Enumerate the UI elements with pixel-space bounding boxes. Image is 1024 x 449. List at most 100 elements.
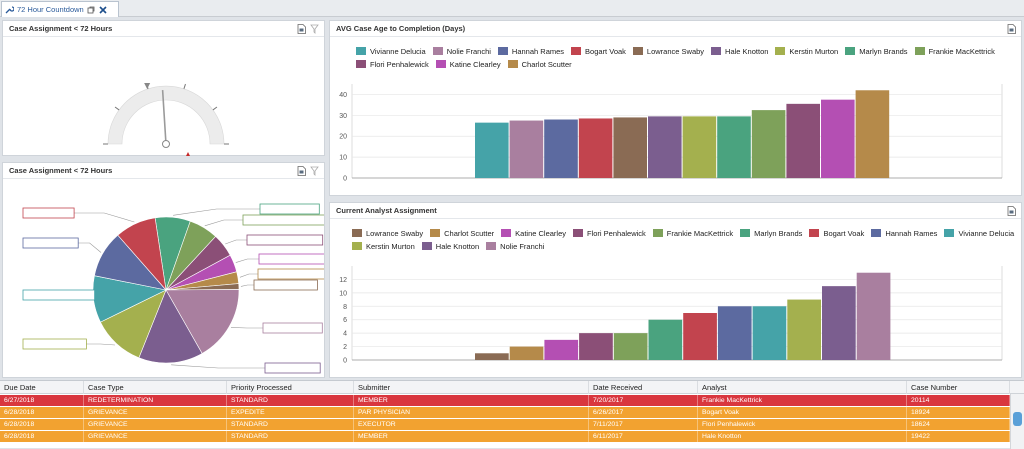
pie-slice-bogart-voak[interactable] [117,217,167,291]
avg-age-legend: Vivianne Delucia Nolie Franchi Hannah Rame… [356,46,1020,69]
column-header-analyst[interactable]: Analyst [698,381,907,394]
bar-frankie-mackettrick[interactable] [613,333,648,360]
scroll-thumb[interactable] [1013,412,1022,426]
filter-icon[interactable] [310,166,319,176]
legend-item-nolie-franchi[interactable]: Nolie Franchi [486,241,544,251]
legend-item-katine-clearley[interactable]: Katine Clearley [501,228,566,238]
gauge-tick [183,83,186,89]
legend-item-bogart-voak[interactable]: Bogart Voak [809,228,864,238]
pie-label-box [262,322,323,334]
legend-swatch [775,47,786,55]
bar-hale-knotton[interactable] [648,116,682,178]
bar-marlyn-brands[interactable] [648,319,683,360]
legend-label: Hannah Rames [885,228,938,238]
legend-swatch [501,229,512,237]
bar-marlyn-brands[interactable] [717,116,751,178]
legend-item-lowrance-swaby[interactable]: Lowrance Swaby [632,46,704,56]
legend-item-marlyn-brands[interactable]: Marlyn Brands [845,46,908,56]
export-icon[interactable] [297,24,306,34]
legend-swatch [497,47,508,55]
pie-leader-line [239,273,258,278]
column-header-priority-processed[interactable]: Priority Processed [227,381,354,394]
close-icon[interactable] [99,5,108,14]
legend-item-lowrance-swaby[interactable]: Lowrance Swaby [352,228,423,238]
column-header-date-received[interactable]: Date Received [589,381,698,394]
legend-item-kerstin-murton[interactable]: Kerstin Murton [775,46,838,56]
bar-vivianne-delucia[interactable] [752,306,787,360]
gauge-band [107,85,225,145]
pie-panel-title: Case Assignment < 72 Hours [9,166,113,175]
legend-item-hannah-rames[interactable]: Hannah Rames [497,46,564,56]
legend-item-flori-penhalewick[interactable]: Flori Penhalewick [573,228,646,238]
y-tick-label: 0 [343,176,347,183]
legend-item-charlot-scutter[interactable]: Charlot Scutter [507,59,572,69]
column-header-case-number[interactable]: Case Number [907,381,1010,394]
table-row[interactable]: 6/28/2018 GRIEVANCE STANDARD MEMBER 6/11/201… [0,431,1010,442]
pie-leader-line [86,343,116,346]
bar-katine-clearley[interactable] [544,339,579,360]
legend-item-kerstin-murton[interactable]: Kerstin Murton [352,241,415,251]
filter-icon[interactable] [310,24,319,34]
bar-bogart-voak[interactable] [578,118,613,178]
legend-item-frankie-mackettrick[interactable]: Frankie MacKettrick [914,46,995,56]
avg-age-panel-header: AVG Case Age to Completion (Days) [330,21,1021,37]
legend-item-hannah-rames[interactable]: Hannah Rames [871,228,937,238]
legend-item-nolie-franchi[interactable]: Nolie Franchi [432,46,491,56]
cell-case-type: GRIEVANCE [84,431,227,442]
table-row[interactable]: 6/27/2018 REDETERMINATION STANDARD MEMBER 7/… [0,395,1010,406]
bar-lowrance-swaby[interactable] [613,117,647,178]
legend-label: Charlot Scutter [444,228,495,238]
table-row[interactable]: 6/28/2018 GRIEVANCE STANDARD EXECUTOR 7/11/2… [0,419,1010,430]
pie-leader-line [225,239,247,245]
table-row[interactable]: 6/28/2018 GRIEVANCE EXPEDITE PAR PHYSICIAN 6… [0,407,1010,418]
bar-frankie-mackettrick[interactable] [751,110,786,178]
legend-item-katine-clearley[interactable]: Katine Clearley [435,59,501,69]
legend-item-marlyn-brands[interactable]: Marlyn Brands [740,228,802,238]
bar-lowrance-swaby[interactable] [475,353,509,360]
column-header-submitter[interactable]: Submitter [354,381,589,394]
bar-katine-clearley[interactable] [821,99,855,178]
legend-swatch [632,47,643,55]
bar-kerstin-murton[interactable] [787,299,821,360]
legend-label: Kerstin Murton [366,241,415,251]
legend-item-frankie-mackettrick[interactable]: Frankie MacKettrick [652,228,733,238]
bar-nolie-franchi[interactable] [856,272,891,360]
pie-slice-nolie-franchi[interactable] [165,289,240,354]
bar-kerstin-murton[interactable] [682,116,717,178]
gauge-needle [161,90,167,145]
cell-submitter: EXECUTOR [354,419,589,430]
legend-item-charlot-scutter[interactable]: Charlot Scutter [430,228,494,238]
pie-leader-line [240,284,254,287]
legend-item-flori-penhalewick[interactable]: Flori Penhalewick [356,59,429,69]
legend-item-vivianne-delucia[interactable]: Vivianne Delucia [356,46,426,56]
bar-flori-penhalewick[interactable] [579,333,613,360]
legend-item-bogart-voak[interactable]: Bogart Voak [571,46,626,56]
legend-swatch [652,229,663,237]
pie-slice-hale-knotton[interactable] [138,289,203,364]
column-header-case-type[interactable]: Case Type [84,381,227,394]
bar-charlot-scutter[interactable] [855,90,890,178]
bar-flori-penhalewick[interactable] [786,103,820,178]
bar-vivianne-delucia[interactable] [475,122,509,178]
bar-hale-knotton[interactable] [822,286,856,360]
bar-nolie-franchi[interactable] [509,120,544,178]
restore-icon[interactable] [87,5,96,14]
y-tick-label: 2 [343,344,347,351]
pie-label-box [22,237,79,249]
tab-72-hour-countdown[interactable]: 72 Hour Countdown [1,1,119,17]
legend-swatch [871,229,882,237]
export-icon[interactable] [1007,24,1016,34]
cell-due-date: 6/28/2018 [0,419,84,430]
bar-hannah-rames[interactable] [544,119,578,178]
bar-bogart-voak[interactable] [683,313,717,360]
vertical-scrollbar[interactable] [1010,394,1024,449]
bar-hannah-rames[interactable] [717,306,752,360]
bar-charlot-scutter[interactable] [509,346,544,360]
export-icon[interactable] [297,166,306,176]
column-header-due-date[interactable]: Due Date [0,381,84,394]
export-icon[interactable] [1007,206,1016,216]
legend-item-vivianne-delucia[interactable]: Vivianne Delucia [944,228,1014,238]
legend-item-hale-knotton[interactable]: Hale Knotton [711,46,768,56]
gauge [103,82,229,156]
legend-item-hale-knotton[interactable]: Hale Knotton [421,241,479,251]
